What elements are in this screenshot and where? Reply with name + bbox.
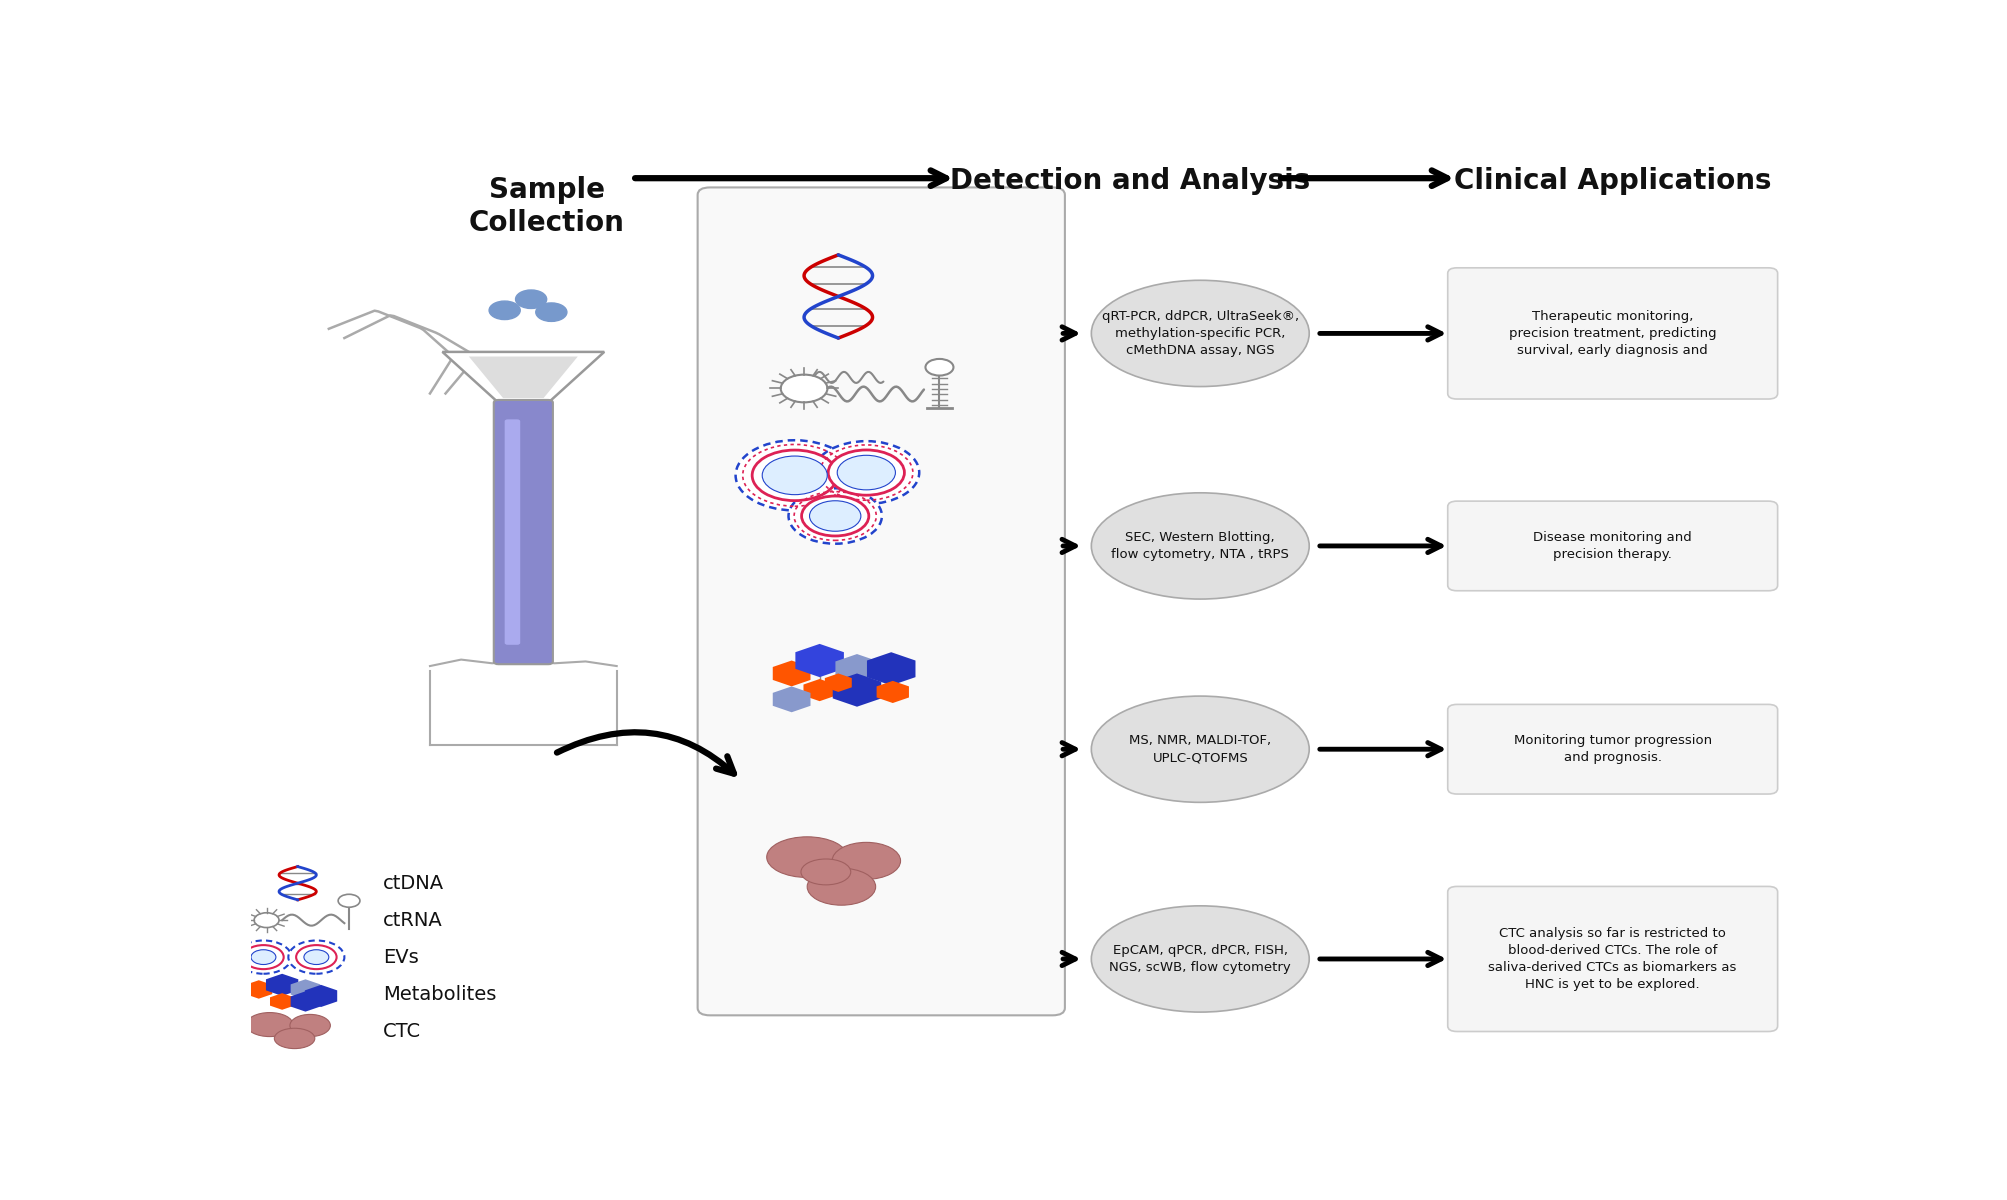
Polygon shape xyxy=(773,660,811,686)
Text: EVs: EVs xyxy=(383,948,419,967)
Polygon shape xyxy=(773,686,811,713)
Ellipse shape xyxy=(807,869,875,905)
Polygon shape xyxy=(269,994,295,1009)
Circle shape xyxy=(295,946,337,970)
FancyBboxPatch shape xyxy=(1447,704,1776,794)
Ellipse shape xyxy=(1092,906,1309,1012)
Text: Metabolites: Metabolites xyxy=(383,984,496,1003)
FancyBboxPatch shape xyxy=(696,187,1064,1015)
Ellipse shape xyxy=(289,1014,331,1037)
Circle shape xyxy=(251,949,275,965)
FancyBboxPatch shape xyxy=(494,400,552,665)
Circle shape xyxy=(243,946,283,970)
Circle shape xyxy=(303,949,329,965)
Text: qRT-PCR, ddPCR, UltraSeek®,
methylation-specific PCR,
cMethDNA assay, NGS: qRT-PCR, ddPCR, UltraSeek®, methylation-… xyxy=(1102,310,1299,356)
Circle shape xyxy=(490,301,520,319)
Text: Sample
Collection: Sample Collection xyxy=(468,176,624,236)
Polygon shape xyxy=(877,680,909,703)
Ellipse shape xyxy=(831,842,899,880)
Text: ctRNA: ctRNA xyxy=(383,911,444,930)
Circle shape xyxy=(781,374,827,402)
Text: ctDNA: ctDNA xyxy=(383,874,444,893)
Circle shape xyxy=(516,290,546,308)
Ellipse shape xyxy=(1092,493,1309,599)
Text: Therapeutic monitoring,
precision treatment, predicting
survival, early diagnosi: Therapeutic monitoring, precision treatm… xyxy=(1507,310,1716,356)
Text: Clinical Applications: Clinical Applications xyxy=(1453,167,1770,196)
Polygon shape xyxy=(835,654,879,684)
Circle shape xyxy=(763,456,827,494)
Ellipse shape xyxy=(1092,281,1309,386)
Text: EpCAM, qPCR, dPCR, FISH,
NGS, scWB, flow cytometry: EpCAM, qPCR, dPCR, FISH, NGS, scWB, flow… xyxy=(1108,944,1291,974)
Circle shape xyxy=(255,913,279,928)
Circle shape xyxy=(337,894,359,907)
FancyBboxPatch shape xyxy=(1447,268,1776,400)
Text: Disease monitoring and
precision therapy.: Disease monitoring and precision therapy… xyxy=(1533,530,1692,560)
Polygon shape xyxy=(825,673,851,692)
Text: CTC: CTC xyxy=(383,1021,421,1040)
Polygon shape xyxy=(867,652,915,685)
Ellipse shape xyxy=(801,859,851,884)
Polygon shape xyxy=(833,673,881,707)
Circle shape xyxy=(837,455,895,490)
Ellipse shape xyxy=(247,1013,293,1037)
Polygon shape xyxy=(470,356,578,398)
Text: SEC, Western Blotting,
flow cytometry, NTA , tRPS: SEC, Western Blotting, flow cytometry, N… xyxy=(1110,530,1288,560)
Circle shape xyxy=(753,450,837,500)
Text: CTC analysis so far is restricted to
blood-derived CTCs. The role of
saliva-deri: CTC analysis so far is restricted to blo… xyxy=(1487,926,1736,991)
Text: MS, NMR, MALDI-TOF,
UPLC-QTOFMS: MS, NMR, MALDI-TOF, UPLC-QTOFMS xyxy=(1128,734,1270,764)
Polygon shape xyxy=(291,991,321,1012)
FancyBboxPatch shape xyxy=(1447,887,1776,1032)
FancyBboxPatch shape xyxy=(1447,502,1776,590)
Circle shape xyxy=(289,941,345,973)
FancyBboxPatch shape xyxy=(504,419,520,644)
Circle shape xyxy=(827,450,903,496)
Circle shape xyxy=(801,496,869,536)
Polygon shape xyxy=(803,679,835,701)
Polygon shape xyxy=(442,352,604,403)
Text: Monitoring tumor progression
and prognosis.: Monitoring tumor progression and prognos… xyxy=(1513,734,1710,764)
Circle shape xyxy=(735,440,853,510)
Polygon shape xyxy=(795,644,843,677)
Circle shape xyxy=(789,488,881,544)
Text: Detection and Analysis: Detection and Analysis xyxy=(949,167,1311,196)
Ellipse shape xyxy=(275,1028,315,1049)
Polygon shape xyxy=(265,973,299,996)
Ellipse shape xyxy=(1092,696,1309,803)
Ellipse shape xyxy=(767,836,847,877)
Circle shape xyxy=(925,359,953,376)
Circle shape xyxy=(536,302,566,322)
Polygon shape xyxy=(245,980,273,998)
Polygon shape xyxy=(305,985,337,1007)
Circle shape xyxy=(235,941,291,973)
Circle shape xyxy=(813,442,919,504)
Polygon shape xyxy=(291,979,321,1000)
Circle shape xyxy=(809,500,861,532)
